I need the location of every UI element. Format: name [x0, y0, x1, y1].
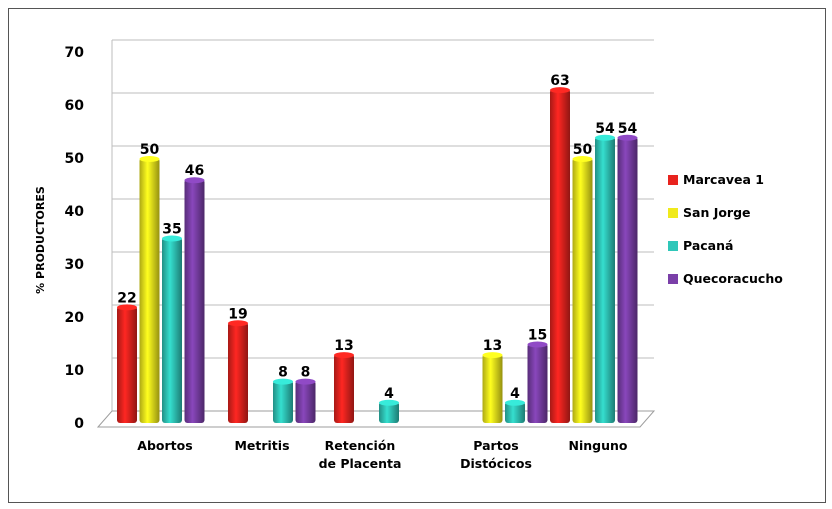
bar-top	[184, 177, 205, 184]
category-label: Abortos	[137, 438, 192, 453]
data-label: 19	[228, 306, 247, 322]
legend-label: Quecoracucho	[683, 271, 783, 286]
category-label: de Placenta	[319, 456, 402, 471]
bar-top	[505, 399, 525, 406]
legend-label: Marcavea 1	[683, 172, 764, 187]
bar	[228, 322, 248, 423]
data-label: 8	[278, 365, 288, 381]
y-tick-label: 50	[65, 151, 85, 167]
data-label: 54	[618, 121, 638, 137]
bar-top	[595, 134, 615, 141]
y-tick-label: 30	[65, 257, 85, 273]
bar	[482, 354, 503, 423]
bar	[617, 136, 638, 424]
bar	[572, 158, 593, 423]
bar	[334, 354, 354, 423]
legend-swatch	[668, 175, 678, 185]
y-tick-label: 20	[65, 310, 85, 326]
bar	[184, 179, 205, 423]
bar-top	[295, 378, 316, 385]
data-label: 63	[550, 73, 569, 89]
bar-top	[617, 134, 638, 141]
bar-top	[228, 320, 248, 327]
legend: Marcavea 1 San Jorge Pacaná Quecoracucho	[668, 172, 783, 286]
category-label: Partos	[473, 438, 518, 453]
y-tick-label: 10	[65, 363, 85, 379]
data-label: 50	[573, 142, 593, 158]
bar	[379, 401, 399, 423]
bar	[595, 136, 615, 424]
data-label: 50	[140, 142, 160, 158]
y-tick-label: 60	[65, 98, 85, 114]
y-axis-label: % PRODUCTORES	[34, 186, 47, 294]
category-label: Ninguno	[569, 438, 628, 453]
category-label: Distócicos	[460, 456, 532, 471]
data-label: 8	[301, 365, 311, 381]
bar-top	[482, 352, 503, 359]
bar	[550, 89, 570, 423]
bar-top	[334, 352, 354, 359]
data-label: 54	[595, 121, 615, 137]
y-tick-label: 40	[65, 204, 85, 220]
bar	[527, 343, 548, 423]
data-label: 4	[510, 386, 520, 402]
bar-top	[527, 341, 548, 348]
bar	[117, 306, 137, 423]
data-label: 15	[528, 328, 547, 344]
bar-top	[379, 399, 399, 406]
legend-swatch	[668, 274, 678, 284]
bar-top	[139, 156, 160, 162]
bar-top	[117, 304, 137, 311]
data-label: 35	[162, 222, 181, 238]
y-tick-label: 70	[65, 45, 85, 61]
bar-top	[273, 378, 293, 385]
category-label: Retención	[325, 438, 396, 453]
x-axis-categories: Abortos Metritis Retención de Placenta Parto…	[137, 438, 628, 471]
data-label: 13	[483, 338, 502, 354]
data-label: 4	[384, 386, 394, 402]
data-label: 13	[334, 338, 353, 354]
bar-top	[550, 87, 570, 94]
bar	[295, 380, 316, 423]
legend-label: Pacaná	[683, 238, 733, 253]
bar	[273, 380, 293, 423]
bar-top	[162, 235, 182, 242]
bar	[505, 401, 525, 423]
legend-swatch	[668, 208, 678, 218]
bar	[162, 237, 182, 423]
y-axis-ticks: 0 10 20 30 40 50 60 70	[65, 45, 85, 432]
bar-top	[572, 156, 593, 162]
data-label: 22	[117, 290, 136, 306]
bar	[139, 158, 160, 423]
category-label: Metritis	[234, 438, 289, 453]
legend-swatch	[668, 241, 678, 251]
y-tick-label: 0	[74, 416, 84, 432]
data-label: 46	[185, 163, 204, 179]
bars	[117, 87, 638, 424]
legend-label: San Jorge	[683, 205, 751, 220]
